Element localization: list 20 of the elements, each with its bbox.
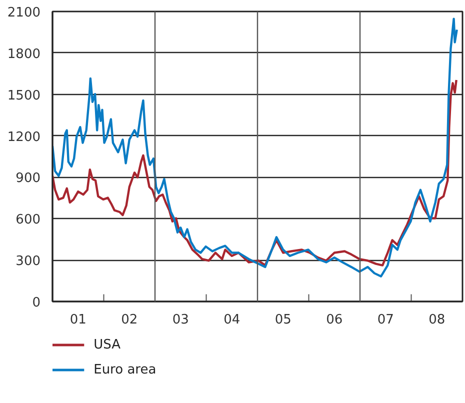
x-tick-label: 06 bbox=[326, 312, 343, 328]
y-tick-label: 300 bbox=[16, 254, 41, 270]
x-tick-label: 02 bbox=[121, 312, 138, 328]
x-tick-label: 08 bbox=[428, 312, 446, 328]
y-tick-label: 600 bbox=[16, 212, 41, 228]
legend-label: USA bbox=[94, 338, 121, 352]
x-tick-label: 05 bbox=[274, 312, 292, 328]
y-tick-label: 900 bbox=[16, 171, 41, 186]
line-series bbox=[52, 78, 458, 266]
x-tick-label: 03 bbox=[172, 312, 189, 328]
y-tick-label: 1200 bbox=[7, 130, 41, 145]
y-tick-label: 2100 bbox=[7, 6, 41, 20]
y-tick-label: 1800 bbox=[7, 46, 41, 62]
x-tick-label: 04 bbox=[224, 312, 240, 328]
legend-label: Euro area bbox=[94, 362, 156, 378]
y-tick-label: 1500 bbox=[7, 88, 41, 104]
y-tick-label: 0 bbox=[32, 296, 41, 310]
x-tick-label: 01 bbox=[70, 312, 86, 328]
line-series bbox=[52, 18, 458, 278]
x-tick-label: 07 bbox=[377, 312, 394, 328]
